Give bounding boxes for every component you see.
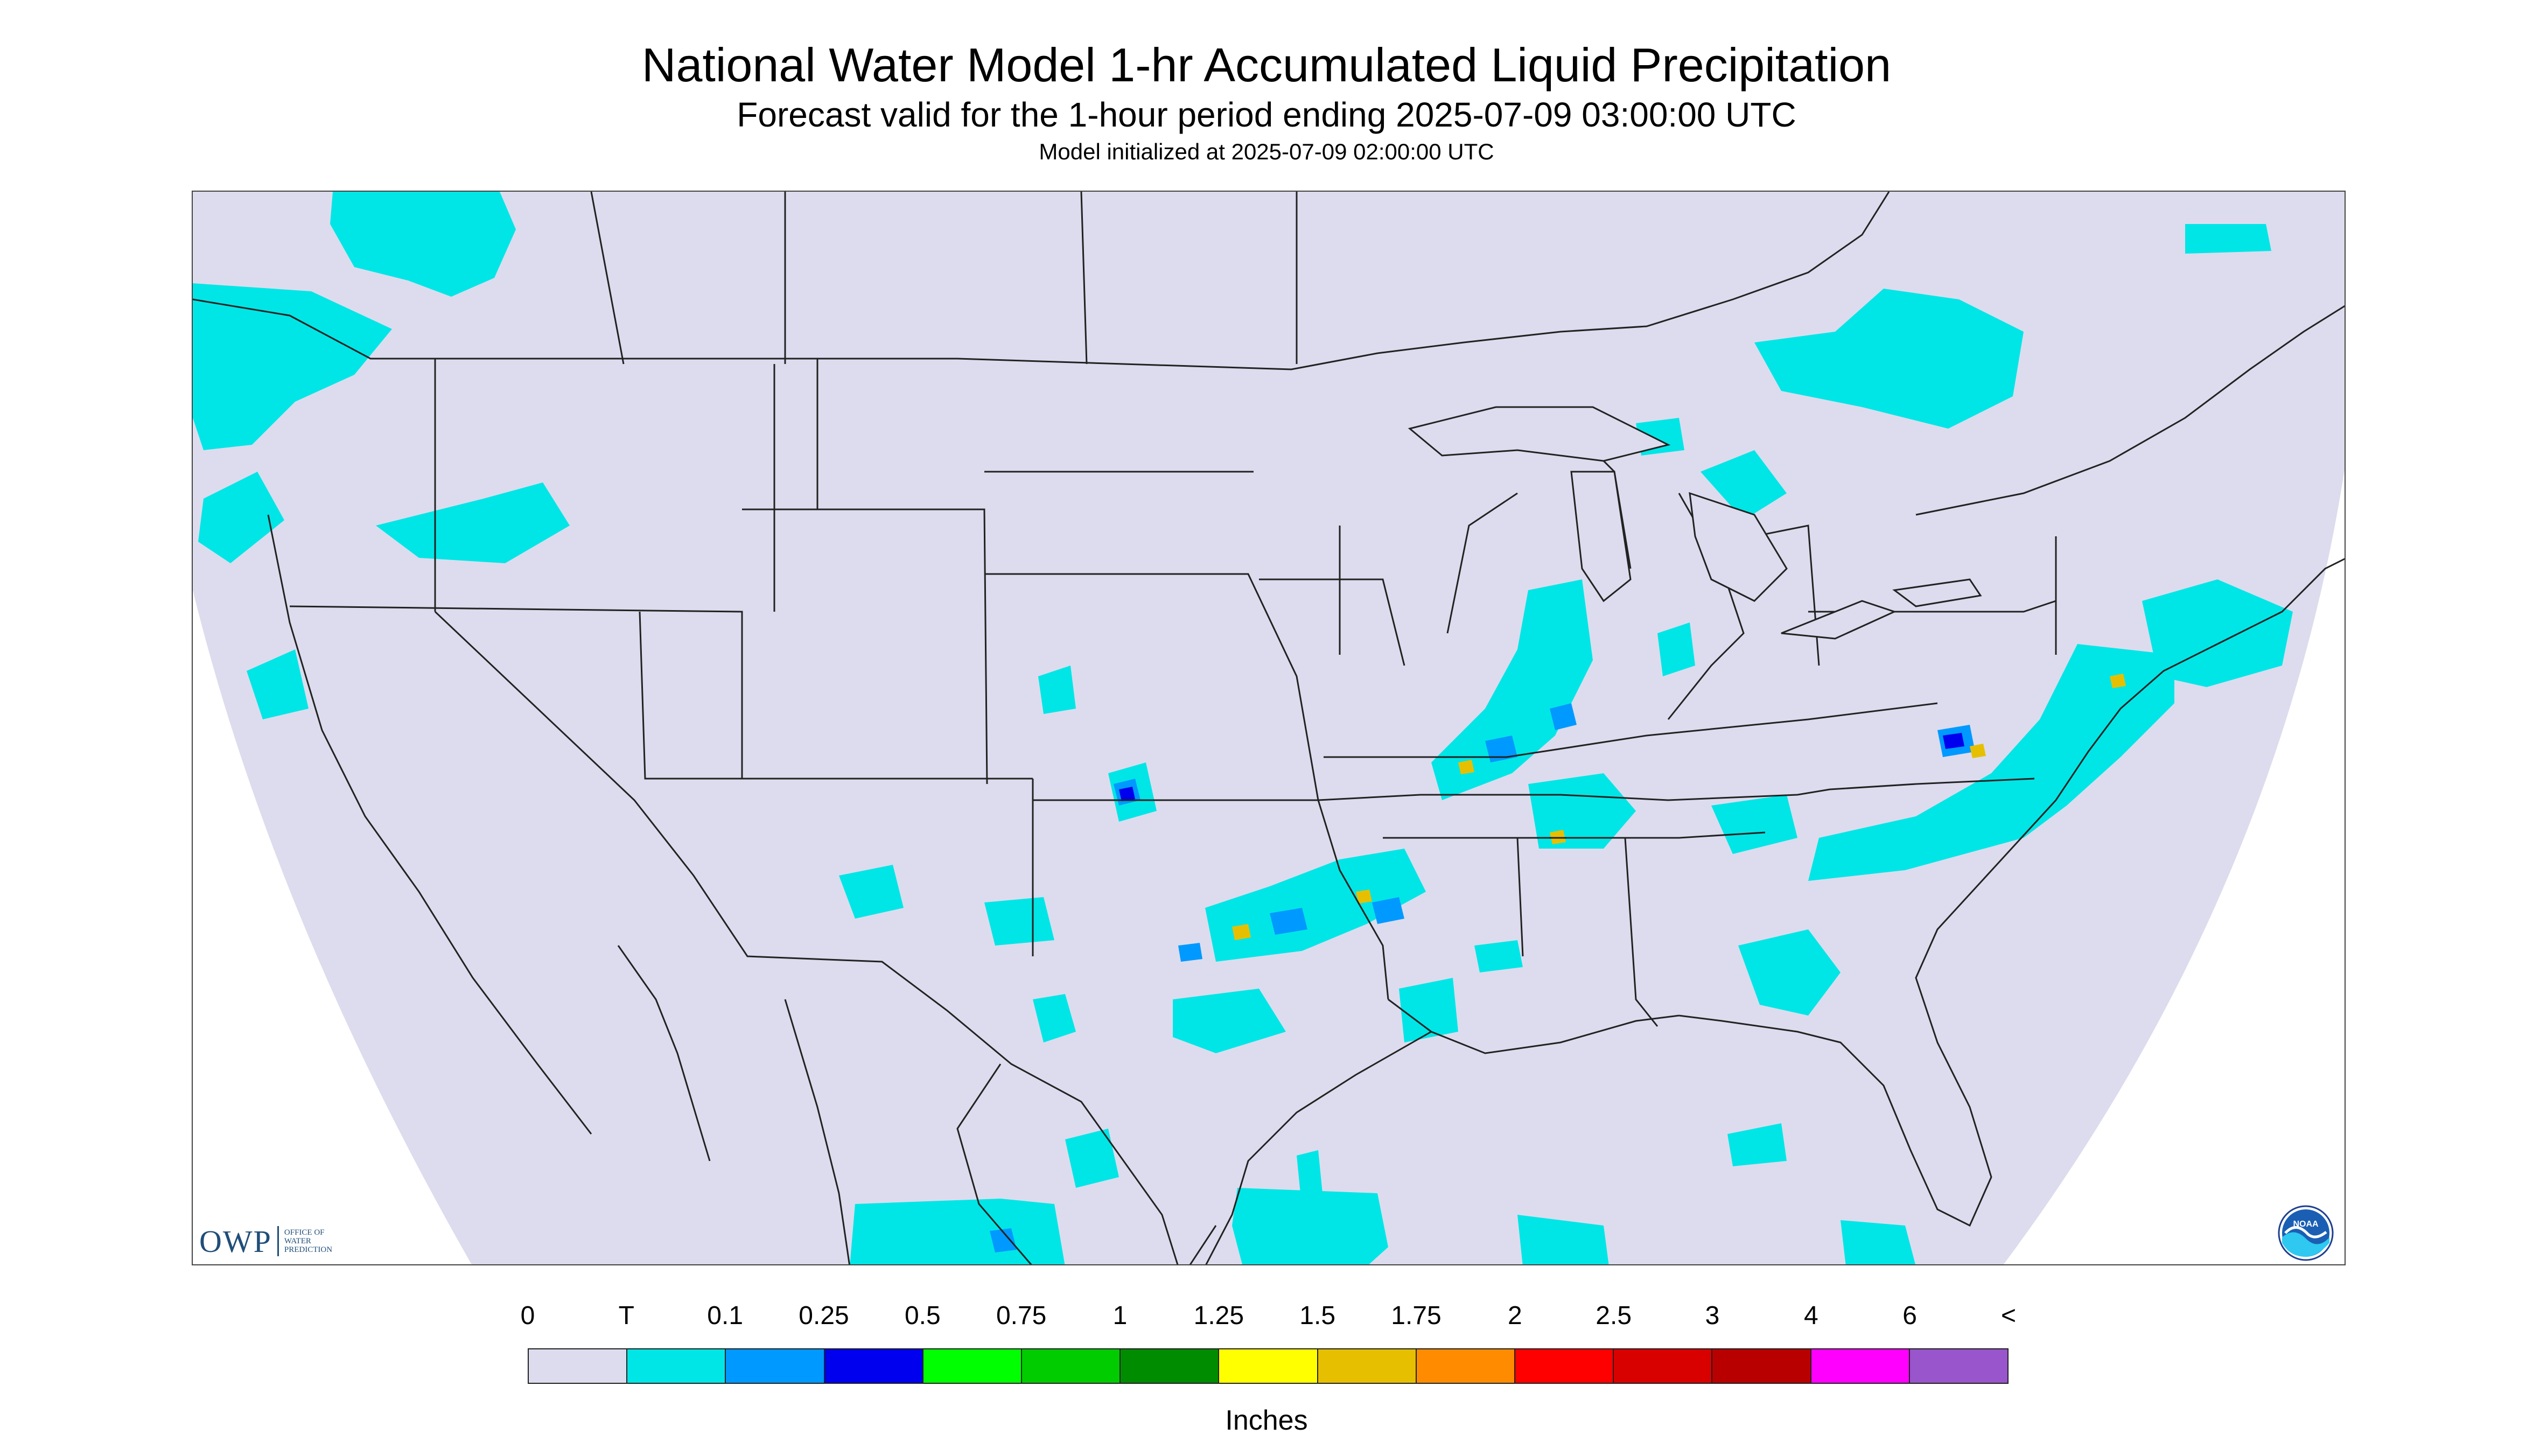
legend-swatch bbox=[1515, 1349, 1614, 1383]
legend-tick-label: 0 bbox=[520, 1301, 535, 1330]
legend-tick-label: 1.25 bbox=[1193, 1301, 1244, 1330]
legend-color-bar bbox=[528, 1348, 2009, 1384]
great-lakes bbox=[1408, 406, 1982, 640]
legend-tick-label: 6 bbox=[1902, 1301, 1918, 1330]
political-boundaries bbox=[193, 192, 2345, 1264]
model-domain bbox=[193, 192, 2345, 1264]
legend-swatch bbox=[923, 1349, 1023, 1383]
legend-swatch bbox=[1416, 1349, 1516, 1383]
legend-tick-label: 0.75 bbox=[996, 1301, 1047, 1330]
legend-swatch bbox=[1121, 1349, 1220, 1383]
noaa-logo: NOAA bbox=[2278, 1205, 2334, 1261]
noaa-logo-text: NOAA bbox=[2293, 1220, 2319, 1229]
owp-logo: OWP OFFICE OF WATER PREDICTION bbox=[199, 1222, 332, 1260]
legend-swatch bbox=[1022, 1349, 1121, 1383]
legend-swatch bbox=[1219, 1349, 1318, 1383]
legend-swatch bbox=[726, 1349, 825, 1383]
legend-tick-label: T bbox=[618, 1301, 634, 1330]
legend-tick-label: 1 bbox=[1112, 1301, 1128, 1330]
legend-units-label: Inches bbox=[1225, 1405, 1308, 1436]
legend-swatch bbox=[1712, 1349, 1811, 1383]
legend-swatch bbox=[1909, 1349, 2008, 1383]
precip-moderate-areas bbox=[1119, 733, 1964, 801]
legend-swatch bbox=[529, 1349, 628, 1383]
legend-swatch bbox=[627, 1349, 726, 1383]
legend-tick-label: 2.5 bbox=[1596, 1301, 1632, 1330]
legend-tick-label: 1.5 bbox=[1299, 1301, 1336, 1330]
map-subtitle: Forecast valid for the 1-hour period end… bbox=[737, 95, 1796, 134]
legend-tick-label: 1.75 bbox=[1391, 1301, 1442, 1330]
legend-swatch bbox=[1614, 1349, 1713, 1383]
owp-logo-subtext: OFFICE OF WATER PREDICTION bbox=[284, 1228, 333, 1254]
owp-logo-text: OWP bbox=[199, 1223, 272, 1259]
legend-swatch bbox=[1318, 1349, 1417, 1383]
legend-tick-label: 0.1 bbox=[707, 1301, 744, 1330]
precip-trace-areas bbox=[193, 192, 2293, 1264]
legend-swatch bbox=[1811, 1349, 1910, 1383]
legend-tick-label: 2 bbox=[1507, 1301, 1522, 1330]
precipitation-map bbox=[192, 191, 2346, 1265]
legend-tick-label: 0.5 bbox=[904, 1301, 941, 1330]
legend-tick-label: 0.25 bbox=[799, 1301, 849, 1330]
legend-tick-label: 3 bbox=[1705, 1301, 1720, 1330]
legend-tick-label: 4 bbox=[1803, 1301, 1818, 1330]
legend-swatch bbox=[824, 1349, 923, 1383]
owp-logo-divider bbox=[277, 1226, 279, 1256]
map-title: National Water Model 1-hr Accumulated Li… bbox=[641, 38, 1892, 92]
legend-tick-labels: 0 T 0.1 0.25 0.5 0.75 1 1.25 1.5 1.75 2 2.5 3 4 6 < bbox=[521, 1301, 2016, 1339]
legend-tick-label: < bbox=[2000, 1301, 2017, 1330]
model-init-line: Model initialized at 2025-07-09 02:00:00… bbox=[1039, 139, 1494, 164]
